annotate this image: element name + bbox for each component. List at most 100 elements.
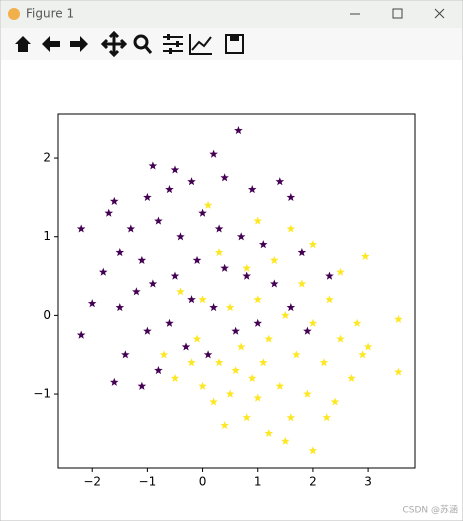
- point: [192, 255, 202, 264]
- maximize-button[interactable]: [392, 8, 403, 19]
- point: [253, 295, 263, 304]
- window-title: Figure 1: [26, 7, 74, 21]
- point: [322, 413, 331, 422]
- point: [165, 318, 174, 327]
- forward-button[interactable]: [70, 36, 88, 52]
- point: [281, 436, 290, 445]
- point: [358, 350, 367, 359]
- point: [234, 126, 243, 135]
- point: [297, 247, 307, 257]
- zoom-button[interactable]: [133, 34, 149, 50]
- plot: −2 −1 0 1 2 3 −1 0 1 2: [33, 126, 403, 489]
- point: [347, 373, 356, 382]
- point: [303, 389, 312, 398]
- point: [231, 365, 240, 375]
- y-tick-label: 2: [43, 151, 51, 165]
- point: [264, 428, 274, 438]
- axes-frame: [57, 113, 416, 469]
- x-tick-label: 3: [364, 475, 372, 489]
- point: [87, 299, 97, 308]
- point: [137, 255, 147, 264]
- point: [297, 279, 307, 288]
- point: [176, 232, 185, 241]
- point: [292, 350, 301, 359]
- point: [286, 303, 296, 312]
- point: [198, 381, 207, 390]
- point: [303, 326, 312, 335]
- point: [143, 326, 152, 335]
- point: [242, 413, 251, 422]
- point: [187, 295, 196, 304]
- point: [209, 149, 218, 158]
- point: [170, 271, 180, 280]
- point: [308, 446, 318, 455]
- point: [336, 267, 345, 276]
- point: [110, 196, 119, 205]
- point: [253, 393, 263, 402]
- point: [165, 185, 174, 194]
- point: [170, 373, 180, 382]
- y-tick-label: −1: [33, 387, 51, 401]
- x-tick-label: 1: [254, 475, 262, 489]
- edit-axis-button[interactable]: [189, 34, 212, 55]
- back-button[interactable]: [42, 36, 60, 52]
- point: [187, 177, 196, 186]
- point: [76, 224, 86, 233]
- point: [170, 165, 180, 174]
- point: [143, 192, 152, 202]
- watermark: CSDN @苏涵: [402, 504, 458, 516]
- point: [242, 263, 251, 272]
- point: [264, 334, 274, 343]
- point: [76, 330, 86, 339]
- point: [154, 365, 163, 375]
- point: [394, 314, 403, 323]
- point: [308, 240, 318, 249]
- subplots-button[interactable]: [163, 36, 183, 52]
- point: [253, 216, 263, 225]
- point: [203, 200, 213, 209]
- point: [214, 247, 224, 257]
- title-bar: [1, 1, 462, 28]
- point: [363, 342, 373, 351]
- point: [325, 271, 334, 280]
- point: [181, 342, 191, 351]
- point: [148, 279, 158, 288]
- x-tick-label: 0: [199, 475, 207, 489]
- close-button[interactable]: [434, 8, 445, 19]
- point: [104, 208, 114, 217]
- point: [330, 397, 340, 406]
- point: [394, 367, 403, 376]
- point: [286, 192, 296, 202]
- point: [275, 381, 285, 390]
- point: [319, 358, 329, 367]
- point: [336, 334, 345, 343]
- point: [352, 318, 362, 327]
- point: [258, 240, 268, 249]
- point: [209, 397, 218, 406]
- point: [198, 295, 207, 304]
- point: [159, 350, 169, 359]
- point: [154, 216, 163, 225]
- point: [275, 177, 285, 186]
- point: [203, 350, 213, 359]
- point: [192, 334, 202, 343]
- y-tick-label: 1: [43, 229, 51, 243]
- point: [325, 295, 334, 304]
- point: [270, 255, 279, 264]
- home-button[interactable]: [15, 36, 31, 52]
- figure: [1, 60, 462, 520]
- point: [247, 373, 257, 382]
- point: [220, 173, 229, 182]
- x-tick-label: −1: [139, 475, 157, 489]
- point: [281, 310, 290, 320]
- x-tick-label: 2: [309, 475, 317, 489]
- point: [231, 326, 240, 335]
- pan-button[interactable]: [100, 30, 128, 58]
- point: [242, 271, 251, 280]
- point: [270, 279, 279, 288]
- point: [115, 247, 125, 257]
- app-icon: [8, 8, 20, 20]
- point: [98, 267, 108, 276]
- point: [225, 303, 235, 312]
